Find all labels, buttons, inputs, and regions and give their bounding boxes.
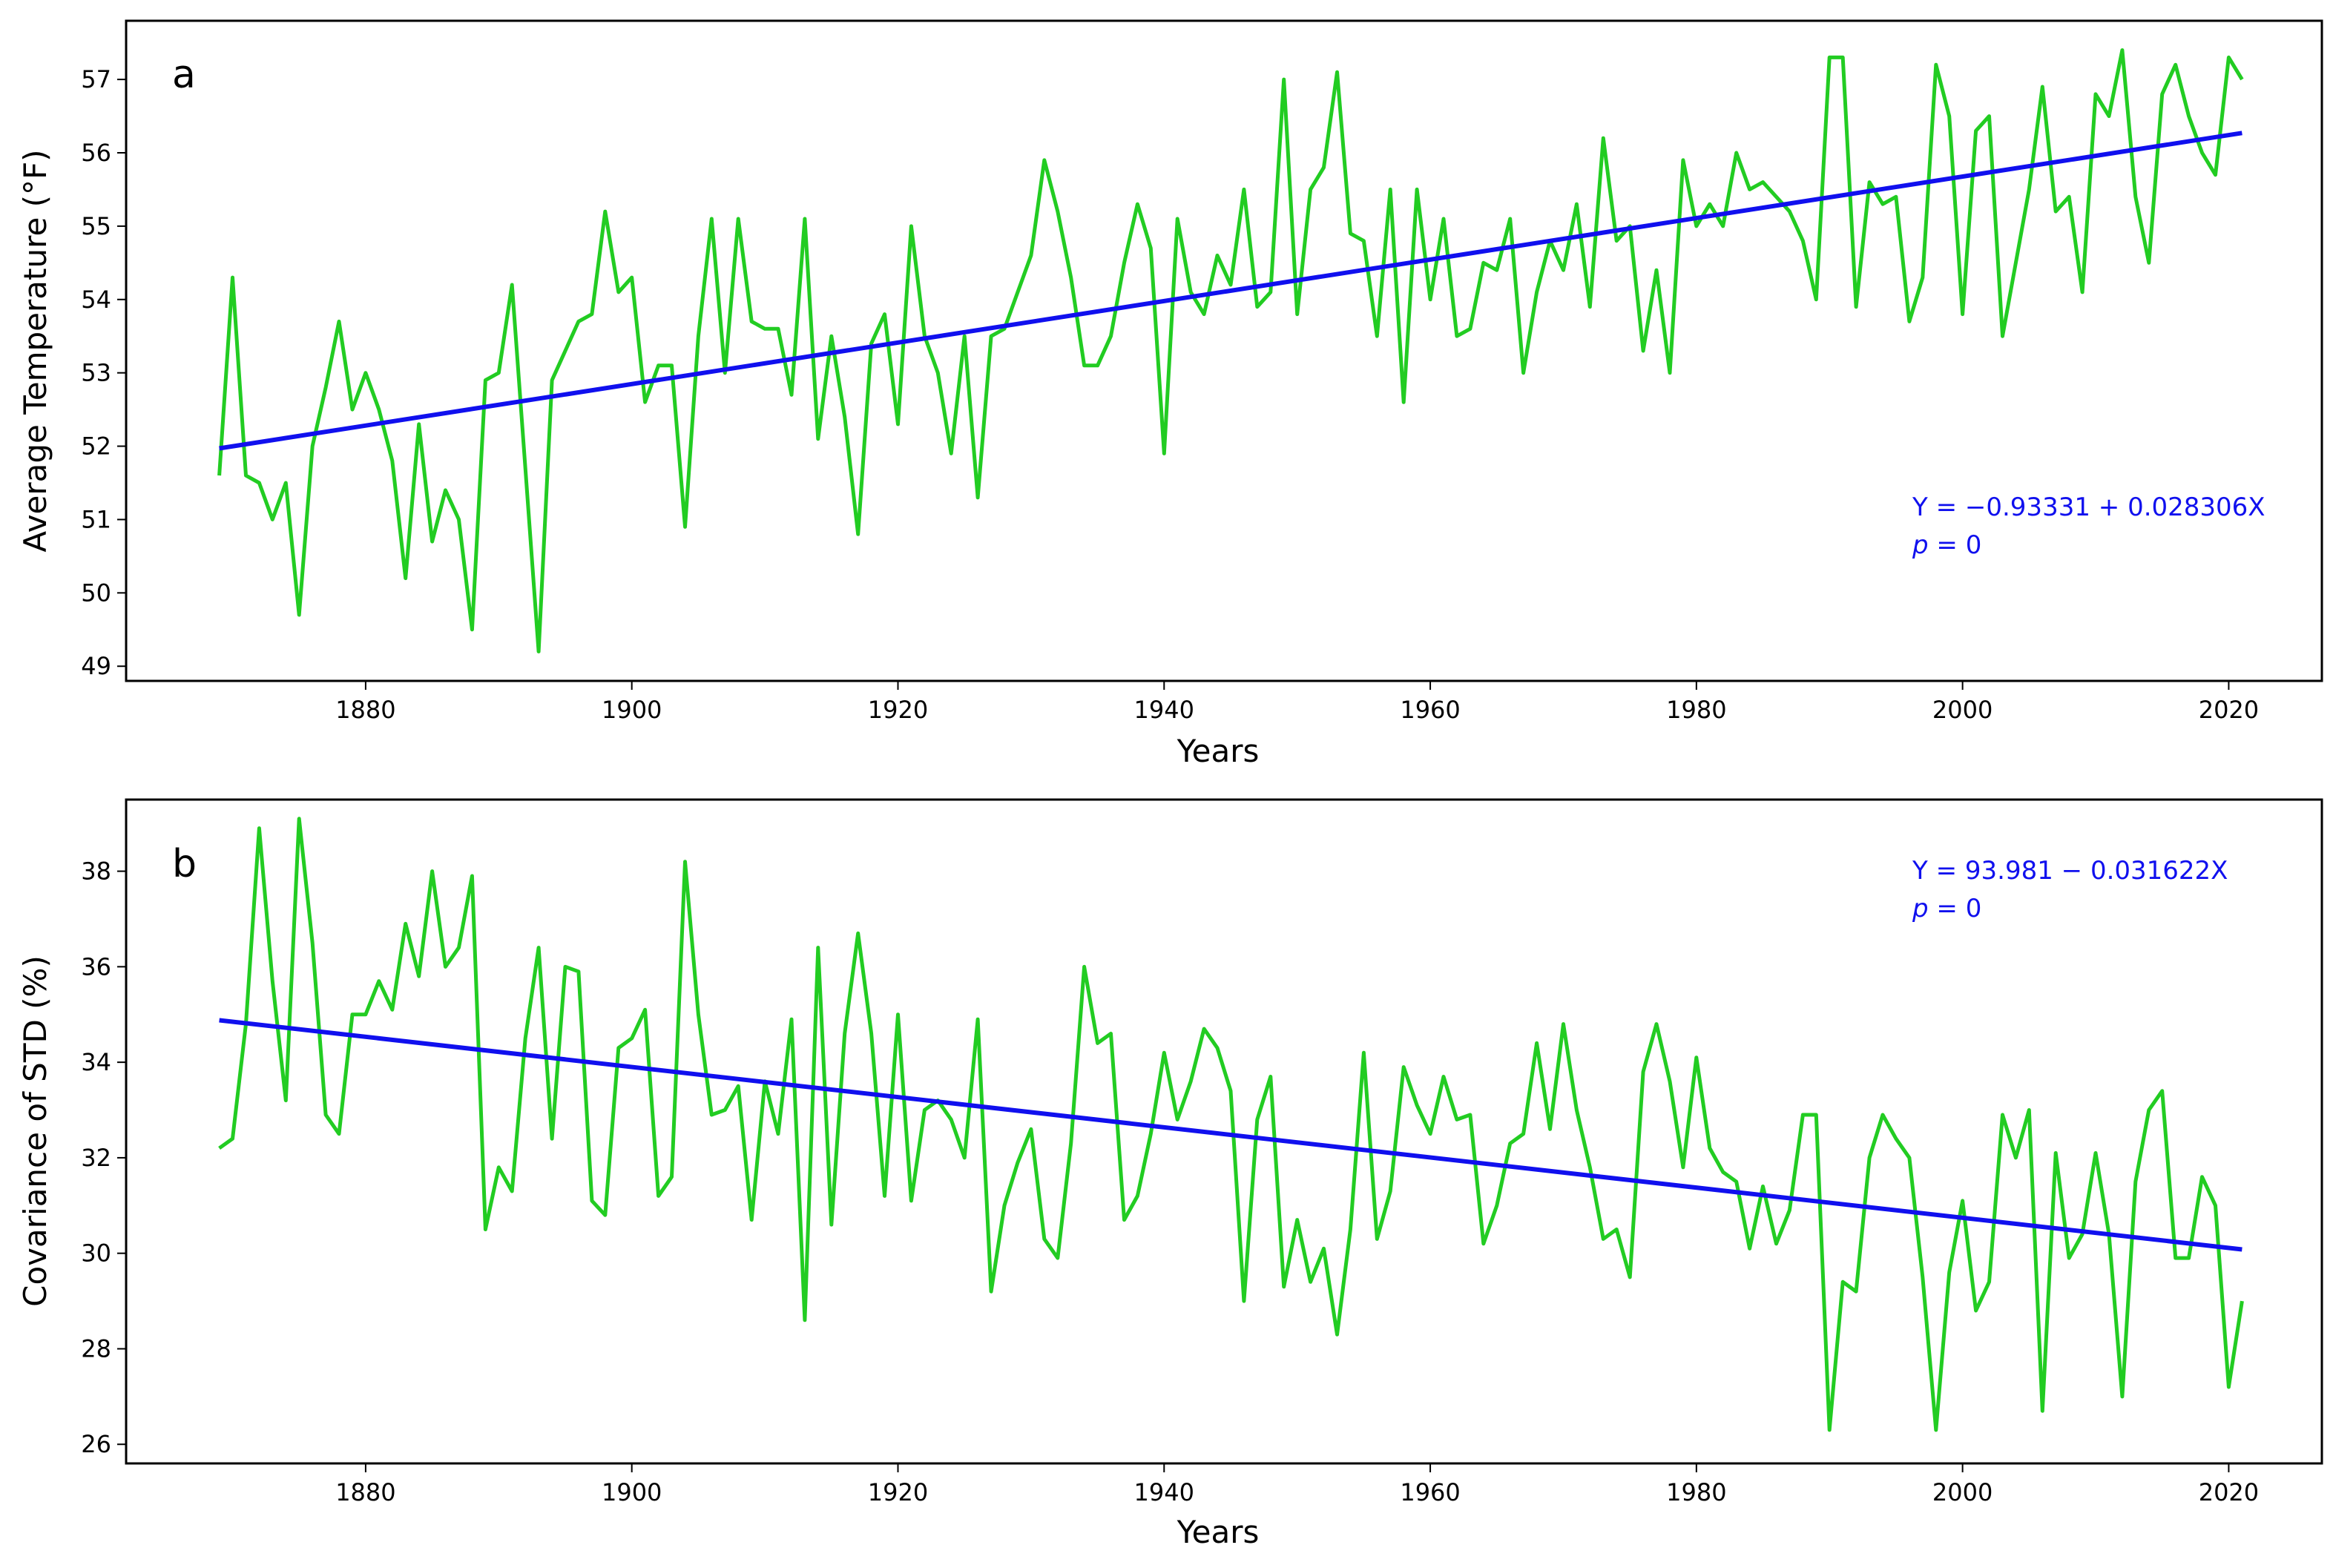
y-tick-label: 54 — [81, 286, 111, 314]
y-tick-label: 53 — [81, 359, 111, 387]
panel-b-regression-equation: Y = 93.981 − 0.031622X — [1912, 856, 2228, 886]
panel-a-p-rest: = 0 — [1929, 530, 1982, 560]
y-tick-label: 38 — [81, 857, 111, 886]
x-tick-label: 2020 — [2199, 696, 2259, 724]
panel-a-chart: a 1880 1900 1920 1940 1960 1980 2000 2020 49 50 51… — [17, 19, 2323, 769]
panel-a-ticks: 1880 1900 1920 1940 1960 1980 2000 2020 49 50 51 52… — [81, 65, 2259, 724]
x-tick-label: 2000 — [1932, 696, 1993, 724]
x-tick-label: 1960 — [1400, 1478, 1460, 1506]
y-tick-label: 30 — [81, 1239, 111, 1268]
x-tick-label: 1880 — [335, 1478, 395, 1506]
regression-fit-line — [219, 1018, 2242, 1252]
panel-a-p-symbol: p — [1912, 530, 1929, 560]
x-tick-label: 1900 — [602, 696, 662, 724]
panel-b-ticks: 1880 1900 1920 1940 1960 1980 2000 2020 26 28 30 32… — [81, 857, 2259, 1506]
y-tick-label: 57 — [81, 65, 111, 93]
y-tick-label: 28 — [81, 1334, 111, 1363]
panel-b-letter: b — [172, 842, 197, 886]
y-tick-label: 49 — [81, 652, 111, 680]
panel-b-p-rest: = 0 — [1929, 894, 1982, 923]
panel-a-letter: a — [172, 53, 196, 97]
panel-a-p-value: p = 0 — [1912, 530, 1981, 560]
x-tick-label: 1920 — [868, 1478, 928, 1506]
x-tick-label: 1900 — [602, 1478, 662, 1506]
x-tick-label: 1940 — [1134, 696, 1194, 724]
panel-a-x-axis-label: Years — [1177, 733, 1260, 769]
data-series-line — [217, 48, 2244, 653]
y-tick-label: 51 — [81, 505, 111, 533]
panel-b-p-value: p = 0 — [1912, 894, 1981, 923]
panel-a-y-axis-label: Average Temperature (°F) — [17, 149, 53, 552]
panel-a-regression-equation: Y = −0.93331 + 0.028306X — [1912, 493, 2265, 522]
x-tick-label: 1980 — [1666, 1478, 1726, 1506]
panel-b-x-axis-label: Years — [1177, 1514, 1260, 1550]
y-tick-label: 26 — [81, 1430, 111, 1458]
data-series-line — [218, 817, 2244, 1432]
x-tick-label: 1980 — [1666, 696, 1726, 724]
y-tick-label: 34 — [81, 1048, 111, 1076]
y-tick-label: 56 — [81, 139, 111, 167]
x-tick-label: 2020 — [2199, 1478, 2259, 1506]
regression-fit-line — [219, 131, 2242, 451]
y-tick-label: 55 — [81, 212, 111, 240]
x-tick-label: 1920 — [868, 696, 928, 724]
panel-a-plot-area — [217, 48, 2244, 653]
x-tick-label: 1940 — [1134, 1478, 1194, 1506]
x-tick-label: 2000 — [1932, 1478, 1993, 1506]
panel-b-chart: b 1880 1900 1920 1940 1960 1980 2000 2020 26 28 30… — [17, 798, 2323, 1550]
x-tick-label: 1880 — [335, 696, 395, 724]
panel-b-p-symbol: p — [1912, 894, 1929, 923]
x-tick-label: 1960 — [1400, 696, 1460, 724]
y-tick-label: 36 — [81, 952, 111, 981]
y-tick-label: 32 — [81, 1144, 111, 1172]
panel-b-axes-frame — [125, 798, 2323, 1465]
panel-a-axes-frame — [125, 19, 2323, 682]
panel-b-plot-area — [218, 817, 2244, 1432]
panel-b-y-axis-label: Covariance of STD (%) — [17, 955, 53, 1307]
y-tick-label: 52 — [81, 432, 111, 461]
y-tick-label: 50 — [81, 579, 111, 607]
